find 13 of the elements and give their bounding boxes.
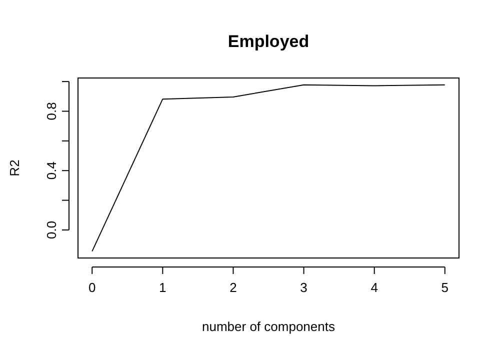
x-tick-label: 1: [159, 280, 166, 295]
y-tick-label: 0.8: [44, 102, 59, 120]
x-tick-label: 4: [370, 280, 378, 295]
y-tick-label: 0.0: [44, 220, 59, 239]
x-tick-label: 0: [88, 280, 96, 295]
x-axis-title: number of components: [202, 319, 336, 334]
y-axis-title: R2: [7, 160, 22, 176]
line-series: [92, 84, 446, 252]
y-tick-label: 0.4: [44, 162, 59, 180]
chart-title: Employed: [228, 32, 310, 51]
x-tick-label: 5: [441, 280, 449, 295]
x-tick-label: 2: [230, 280, 237, 295]
x-tick-label: 3: [300, 280, 308, 295]
